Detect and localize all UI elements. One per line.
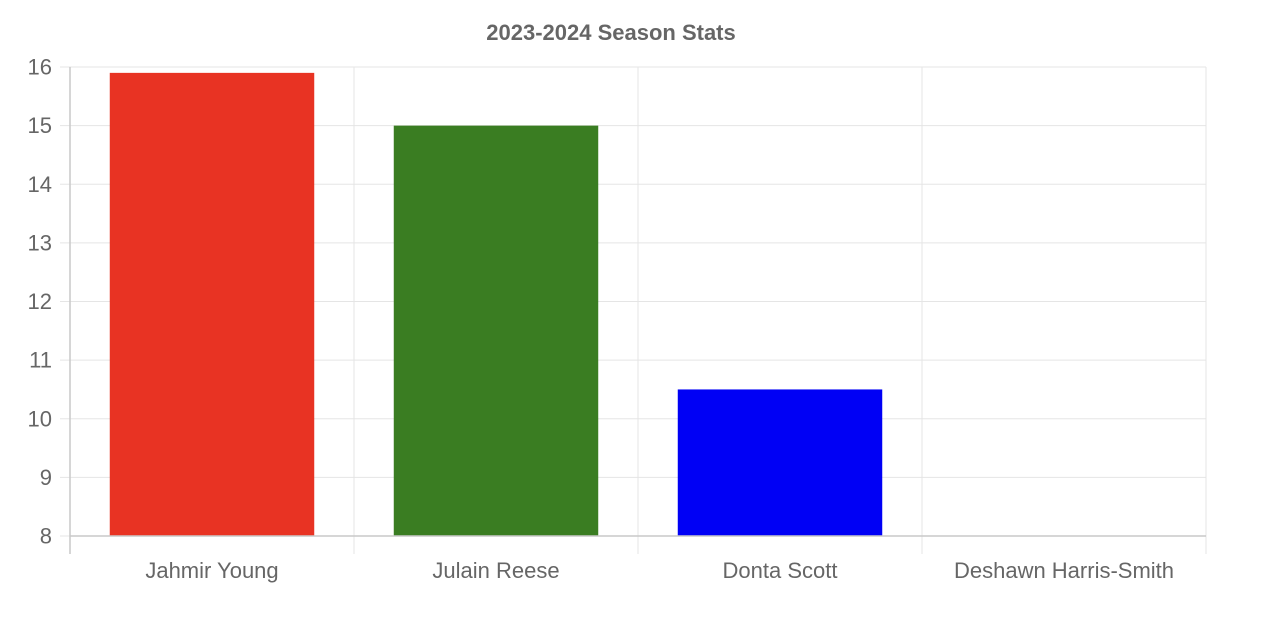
x-tick-label: Jahmir Young <box>145 558 278 583</box>
x-axis-ticks: Jahmir Young Julain Reese Donta Scott Desha… <box>145 558 1174 583</box>
x-tick-label: Deshawn Harris-Smith <box>954 558 1174 583</box>
bars <box>109 72 883 537</box>
y-tick-label: 14 <box>28 172 52 197</box>
axes <box>69 67 1206 554</box>
y-tick-label: 16 <box>28 55 52 80</box>
y-tick-label: 13 <box>28 230 52 255</box>
x-tick-label: Julain Reese <box>432 558 559 583</box>
bar-julain-reese <box>393 125 599 536</box>
y-tick-label: 8 <box>40 524 52 549</box>
y-axis-ticks: 8 9 10 11 12 13 14 15 16 <box>28 55 52 549</box>
chart-title: 2023-2024 Season Stats <box>486 20 736 45</box>
y-tick-label: 9 <box>40 465 52 490</box>
x-tick-label: Donta Scott <box>723 558 838 583</box>
bar-donta-scott <box>677 389 883 536</box>
y-tick-label: 10 <box>28 406 52 431</box>
y-tick-label: 15 <box>28 113 52 138</box>
bar-jahmir-young <box>109 72 315 537</box>
y-tick-label: 12 <box>28 289 52 314</box>
y-tick-label: 11 <box>29 348 52 373</box>
